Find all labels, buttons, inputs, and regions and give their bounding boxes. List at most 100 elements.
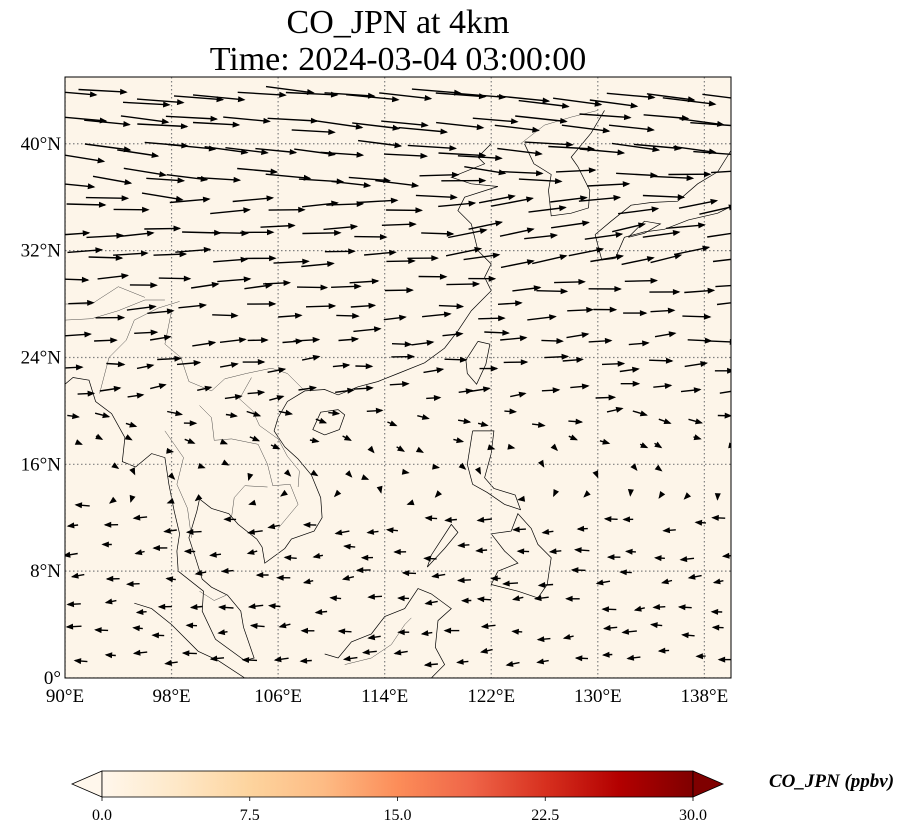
wind-arrow-head: [492, 252, 501, 259]
wind-arrow: [249, 435, 261, 442]
wind-arrow: [117, 149, 160, 158]
wind-arrow-head: [95, 433, 104, 440]
wind-arrow: [360, 554, 374, 561]
wind-arrow-shaft: [348, 176, 390, 182]
wind-arrow-head: [537, 421, 546, 428]
wind-arrow-head: [574, 655, 583, 662]
wind-arrow: [574, 547, 590, 554]
wind-arrow-shaft: [457, 155, 502, 159]
wind-arrow: [532, 254, 568, 265]
wind-arrow: [622, 516, 634, 523]
wind-arrow-head: [622, 181, 631, 188]
colorbar-tick-label: 7.5: [240, 807, 260, 824]
wind-arrow-head: [285, 409, 293, 416]
wind-arrow-shaft: [608, 124, 654, 131]
wind-arrow: [699, 204, 731, 215]
wind-arrow-head: [103, 521, 112, 528]
wind-arrow-head: [366, 529, 375, 535]
lon-tick-label: 130°E: [574, 686, 622, 707]
wind-arrow: [355, 567, 371, 574]
wind-arrow-head: [185, 622, 194, 629]
wind-arrow-head: [511, 628, 519, 635]
wind-arrow: [721, 552, 731, 559]
wind-arrow-shaft: [643, 114, 688, 120]
wind-arrow: [418, 273, 448, 280]
wind-arrow-head: [538, 459, 545, 468]
wind-arrow-head: [536, 170, 544, 177]
wind-arrow: [357, 197, 399, 204]
country-border: [344, 617, 412, 665]
wind-arrow: [551, 220, 590, 229]
wind-arrow-shaft: [265, 85, 314, 94]
wind-arrow: [165, 576, 176, 583]
wind-arrow: [415, 446, 424, 453]
wind-arrow: [603, 624, 618, 631]
wind-arrow-head: [345, 470, 353, 478]
wind-arrow-shaft: [267, 117, 318, 122]
wind-arrow-shaft: [472, 117, 518, 123]
wind-arrow-head: [393, 548, 401, 555]
wind-arrow-head: [672, 289, 681, 295]
wind-arrow: [668, 171, 712, 178]
map-frame: [64, 76, 732, 679]
wind-arrow: [300, 627, 315, 634]
wind-arrow-head: [434, 490, 442, 498]
wind-arrow: [424, 599, 438, 606]
wind-arrow: [194, 569, 207, 576]
wind-arrow-head: [651, 206, 660, 213]
wind-arrow-head: [622, 516, 630, 523]
wind-arrow: [314, 120, 364, 130]
wind-arrow-head: [98, 201, 107, 208]
colorbar-extend-high: [692, 770, 725, 798]
wind-arrow-head: [66, 522, 75, 529]
wind-arrow: [104, 652, 116, 659]
colorbar-tick-label: 15.0: [384, 807, 412, 824]
wind-arrow: [310, 469, 319, 477]
wind-arrow-shaft: [690, 122, 731, 127]
wind-arrow-head: [728, 204, 731, 211]
wind-arrow: [707, 232, 731, 238]
wind-arrow-shaft: [255, 147, 296, 154]
wind-arrow: [153, 251, 188, 258]
wind-arrow-shaft: [92, 175, 131, 184]
wind-arrow: [518, 178, 563, 185]
wind-arrow: [296, 284, 329, 291]
wind-arrow-head: [393, 649, 402, 656]
wind-arrow-shaft: [169, 198, 210, 204]
wind-arrow: [417, 414, 430, 420]
wind-arrow-shaft: [210, 209, 250, 215]
country-border: [164, 430, 192, 538]
colorbar-ticks: 0.0 7.5 15.0 22.5 30.0: [92, 797, 707, 824]
wind-arrow-shaft: [65, 116, 106, 122]
wind-arrow-head: [695, 418, 703, 425]
wind-arrow-shaft: [551, 221, 589, 229]
wind-arrow: [324, 248, 356, 255]
wind-arrow: [92, 175, 133, 185]
wind-arrow: [680, 387, 702, 394]
wind-arrow-head: [221, 567, 229, 574]
wind-arrow: [468, 275, 497, 282]
country-border: [199, 405, 299, 529]
wind-arrow-head: [334, 529, 343, 536]
wind-arrow: [457, 155, 503, 161]
wind-arrow: [190, 281, 220, 289]
wind-arrow: [65, 183, 96, 190]
wind-arrow: [612, 222, 646, 233]
wind-arrow-head: [535, 150, 543, 157]
wind-arrow: [457, 418, 472, 425]
wind-arrow-head: [74, 502, 83, 509]
wind-arrow: [510, 391, 527, 398]
wind-arrow: [397, 629, 410, 636]
wind-arrow-head: [468, 200, 477, 207]
wind-arrow: [335, 387, 355, 394]
wind-arrow: [391, 353, 415, 360]
wind-arrow-shaft: [711, 170, 731, 174]
wind-arrow: [192, 340, 217, 347]
wind-arrow: [273, 656, 289, 663]
wind-arrow-shaft: [515, 115, 567, 123]
wind-arrow-head: [520, 359, 529, 366]
wind-arrow: [717, 656, 731, 663]
wind-arrow-head: [151, 152, 160, 158]
wind-arrow: [695, 653, 706, 660]
wind-arrow: [217, 629, 228, 636]
